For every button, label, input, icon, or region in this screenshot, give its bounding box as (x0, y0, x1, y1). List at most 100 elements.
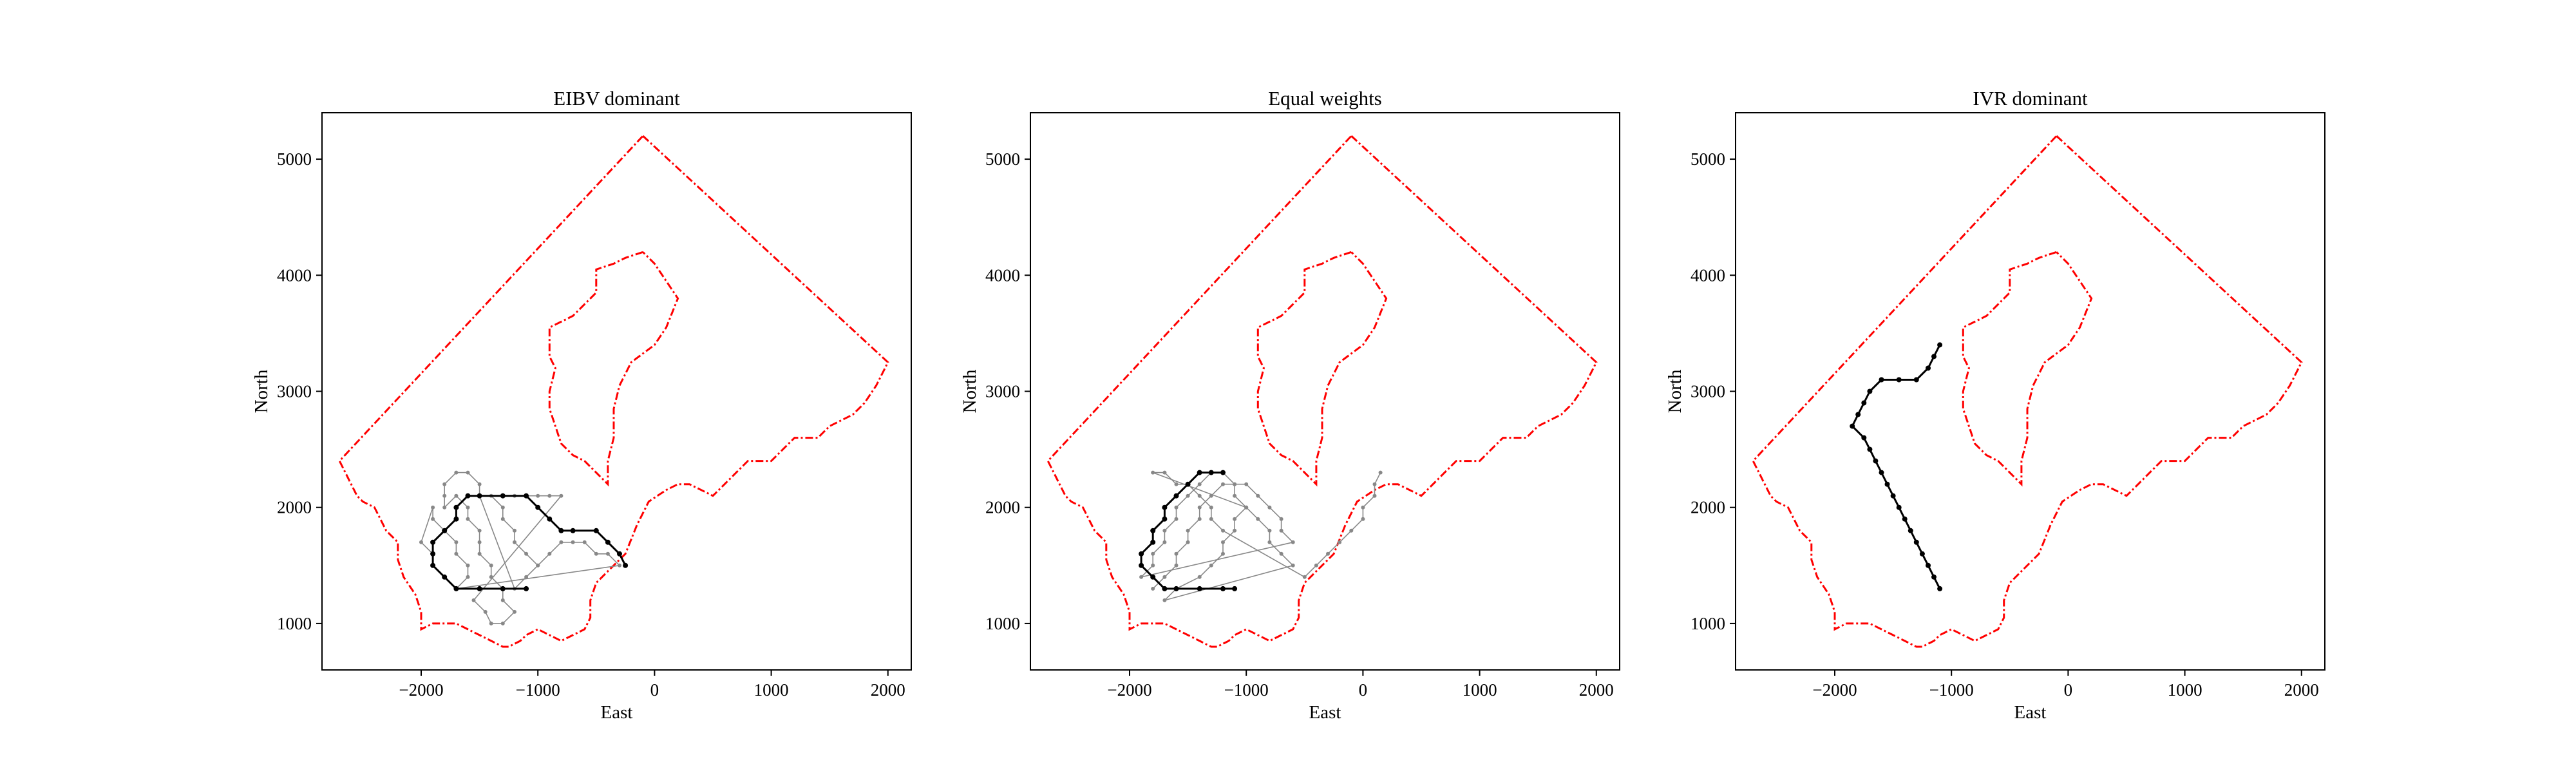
waypoint (1150, 539, 1156, 545)
waypoint (1361, 505, 1365, 510)
waypoint (1209, 517, 1213, 521)
waypoint (1919, 551, 1925, 557)
x-tick-label: 1000 (754, 680, 789, 700)
waypoint (1186, 528, 1190, 533)
x-axis-label: East (2014, 702, 2047, 723)
waypoint (477, 540, 482, 544)
waypoint (1326, 551, 1330, 556)
waypoint (1861, 435, 1867, 441)
waypoint (1291, 540, 1295, 544)
waypoint (547, 551, 552, 556)
waypoint (582, 540, 587, 544)
waypoint (442, 574, 448, 580)
waypoint (1162, 586, 1168, 591)
x-axis-label: East (601, 702, 633, 723)
waypoint (1926, 562, 1931, 568)
waypoint (466, 470, 470, 475)
x-tick-label: 0 (1359, 680, 1368, 700)
x-tick-label: 0 (650, 680, 659, 700)
waypoint (500, 493, 506, 499)
waypoint (1139, 551, 1144, 557)
waypoint (617, 551, 622, 557)
waypoint (1931, 574, 1937, 580)
waypoint (453, 504, 459, 510)
waypoint (1279, 528, 1283, 533)
waypoint (419, 540, 423, 544)
waypoint (500, 598, 505, 602)
waypoint (1926, 365, 1931, 371)
waypoint (1139, 562, 1144, 568)
waypoint (524, 586, 529, 591)
y-tick-label: 1000 (1690, 614, 1725, 633)
waypoint (489, 621, 493, 625)
x-tick-label: 0 (2064, 680, 2073, 700)
waypoint (1209, 505, 1213, 510)
waypoint (1221, 528, 1225, 533)
waypoint (500, 586, 506, 591)
waypoint (431, 517, 435, 521)
waypoint (471, 598, 476, 602)
waypoint (1233, 517, 1237, 521)
waypoint (1233, 528, 1237, 533)
waypoint (1174, 482, 1179, 486)
waypoint (1186, 493, 1190, 498)
waypoint (594, 551, 598, 556)
waypoint (570, 528, 576, 533)
x-tick-label: −2000 (399, 680, 443, 700)
waypoint (513, 609, 516, 614)
y-tick-label: 5000 (277, 149, 312, 169)
waypoint (1174, 505, 1179, 510)
waypoint (1151, 470, 1155, 475)
waypoint (623, 562, 629, 568)
waypoint (1931, 354, 1937, 359)
subplot-ivr-dominant: IVR dominant −2000 −1000 0 1000 2000 1000 2000 3… (1665, 87, 2325, 723)
waypoint (466, 563, 470, 568)
waypoint (1244, 505, 1249, 510)
waypoint (1197, 517, 1202, 521)
waypoint (513, 540, 516, 544)
y-tick-label: 3000 (277, 382, 312, 401)
waypoint (1937, 342, 1943, 348)
waypoint (1302, 575, 1307, 579)
waypoint (442, 528, 448, 533)
waypoint (454, 551, 459, 556)
waypoint (1197, 470, 1202, 475)
waypoint (605, 551, 610, 556)
x-tick-label: 2000 (871, 680, 905, 700)
island-boundary (1256, 251, 1388, 487)
y-tick-label: 5000 (1690, 149, 1725, 169)
waypoint (1162, 504, 1168, 510)
waypoint (1150, 574, 1156, 580)
waypoint (1173, 493, 1179, 499)
waypoint (1902, 516, 1908, 522)
waypoint (1185, 481, 1191, 487)
y-tick-label: 2000 (985, 498, 1020, 517)
waypoint (1372, 482, 1377, 486)
x-tick-label: 1000 (1463, 680, 1497, 700)
waypoint (1338, 540, 1342, 544)
waypoint (1256, 493, 1260, 498)
waypoint (1867, 446, 1873, 452)
waypoint (1197, 493, 1202, 498)
final-path-series (1139, 470, 1238, 591)
waypoint (442, 493, 447, 498)
x-axis-label: East (1309, 702, 1341, 723)
y-axis-label: North (251, 369, 272, 413)
waypoint (547, 516, 553, 522)
waypoint (1162, 470, 1167, 475)
waypoint (1913, 539, 1919, 545)
waypoint (1186, 540, 1190, 544)
chart-title: EIBV dominant (553, 87, 680, 110)
final-path-series (1850, 342, 1943, 591)
waypoint (500, 505, 505, 510)
waypoint (1220, 470, 1226, 475)
waypoint (430, 562, 436, 568)
waypoint (1256, 517, 1260, 521)
waypoint (558, 528, 564, 533)
waypoint (1233, 493, 1237, 498)
waypoint (1220, 586, 1226, 591)
waypoint (1173, 586, 1179, 591)
waypoint (1908, 528, 1913, 533)
x-tick-label: −2000 (1812, 680, 1857, 700)
y-tick-label: 4000 (277, 265, 312, 285)
